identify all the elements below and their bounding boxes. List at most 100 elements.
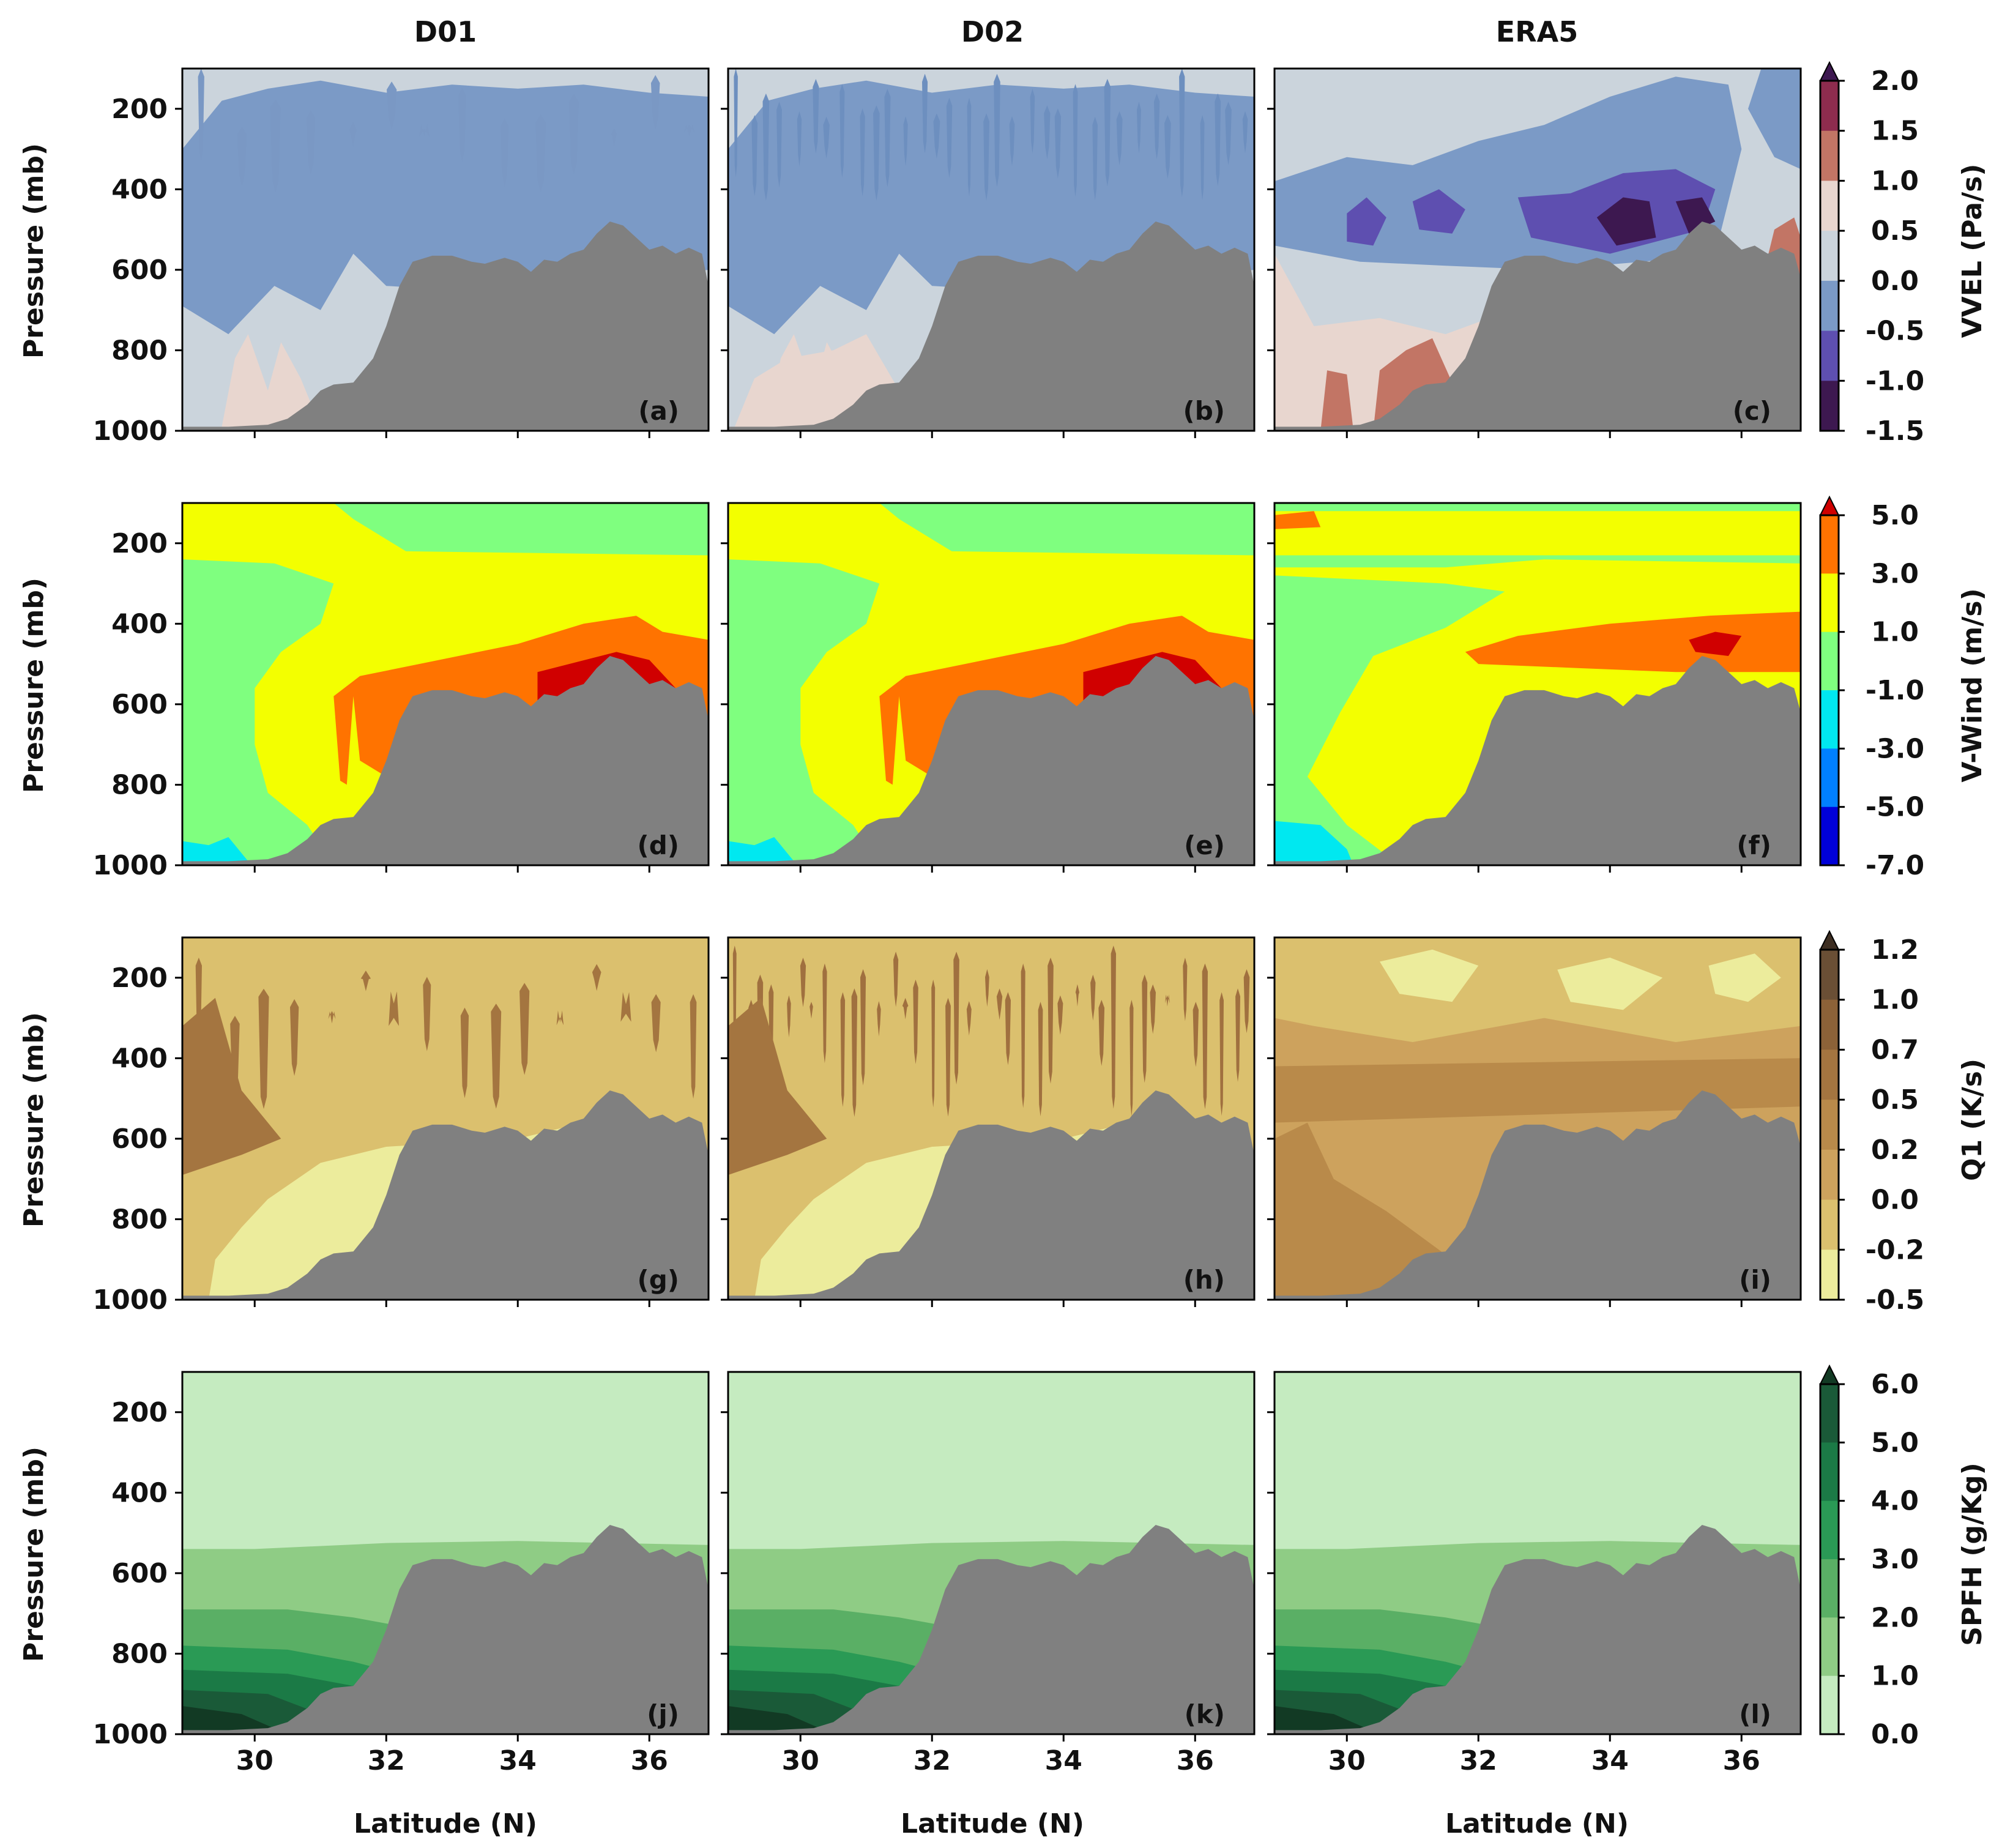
field-streak: [290, 999, 299, 1076]
xtick-label: 32: [368, 1745, 405, 1776]
field-weak-ascent: [221, 334, 321, 427]
colorbar-tick-label: 1.2: [1871, 934, 1919, 966]
field-northerly: [728, 837, 794, 865]
field-strong-descent: [1412, 189, 1465, 234]
panel-label: (k): [1185, 1699, 1225, 1729]
colorbar-segment: [1820, 1500, 1839, 1560]
field-streak: [933, 113, 940, 159]
field-northerly: [1275, 821, 1353, 865]
field-streak: [913, 979, 918, 1064]
field-streak: [306, 110, 316, 175]
field-streak: [1200, 115, 1205, 201]
colorbar-segment: [1820, 807, 1839, 866]
colorbar-extend-arrow: [1819, 61, 1840, 81]
panel-label: (l): [1739, 1699, 1771, 1729]
field-streak: [1183, 958, 1188, 1021]
column-title-d01: D01: [414, 15, 477, 48]
field-streak: [860, 108, 865, 196]
colorbar-tick-label: 0.5: [1871, 1084, 1919, 1116]
field-streak: [1005, 992, 1011, 1065]
field-streak: [684, 124, 695, 137]
xtick-label: 36: [1723, 1745, 1760, 1776]
ytick-label: 800: [111, 769, 168, 800]
colorbar-tick-label: 6.0: [1871, 1369, 1919, 1400]
colorbar-tick-label: 1.0: [1871, 165, 1919, 196]
colorbar-segment: [1820, 1384, 1839, 1443]
ylabel-row-3: Pressure (mb): [18, 1012, 50, 1228]
panel-label: (e): [1184, 830, 1225, 860]
terrain: [728, 1090, 1254, 1300]
colorbar-segment: [1820, 381, 1839, 431]
field-streak: [800, 958, 806, 1007]
xtick-label: 34: [499, 1745, 537, 1776]
ytick-label: 1000: [93, 1284, 168, 1316]
panel-d: (d): [181, 502, 710, 866]
panel-label: (h): [1183, 1265, 1225, 1295]
ytick-label: 1000: [93, 1719, 168, 1750]
field-streak: [1009, 116, 1015, 166]
field-streak: [1164, 115, 1171, 179]
ytick-label: 200: [111, 94, 168, 125]
field-streak: [1116, 111, 1123, 166]
field-streak: [787, 995, 791, 1038]
panel-k: (k): [727, 1371, 1256, 1735]
field-weak-southerly: [1275, 511, 1801, 556]
field-streak: [1150, 984, 1156, 1034]
field-streak: [1235, 988, 1240, 1082]
colorbar-segment: [1820, 748, 1839, 808]
field-streak: [1038, 1002, 1043, 1117]
xtick-label: 32: [1460, 1745, 1497, 1776]
field-streak: [1054, 108, 1062, 179]
panel-frame: [1273, 67, 1802, 432]
field-streak: [198, 69, 204, 162]
colorbar-segment: [1820, 181, 1839, 231]
field-streak: [419, 124, 430, 137]
colorbar-tick-label: -1.0: [1866, 365, 1924, 397]
ytick-label: 600: [111, 1123, 168, 1155]
terrain: [182, 222, 709, 431]
ylabel-row-2: Pressure (mb): [18, 578, 50, 793]
field-streak: [762, 93, 770, 201]
colorbar-extend-arrow: [1819, 495, 1840, 516]
field-streak: [903, 116, 908, 166]
ylabel-row-4: Pressure (mb): [18, 1447, 50, 1662]
field-streak: [458, 88, 466, 162]
field-moisture-band: [1275, 1706, 1380, 1734]
colorbar-tick-label: 2.0: [1871, 65, 1919, 97]
colorbar-frame: [1819, 948, 1840, 1301]
colorbar-tick-label: 1.0: [1871, 985, 1919, 1016]
field-cooling: [1708, 953, 1781, 1002]
field-streak: [1154, 93, 1160, 160]
panel-h: (h): [727, 936, 1256, 1301]
panel-label: (c): [1733, 396, 1771, 426]
field-streak: [884, 89, 891, 187]
field-streak: [840, 992, 846, 1107]
panel-g: (g): [181, 936, 710, 1301]
field-streak: [813, 79, 819, 154]
field-streak: [1215, 93, 1221, 186]
ytick-label: 400: [111, 1477, 168, 1508]
colorbar-tick-label: 3.0: [1871, 558, 1919, 589]
panel-label: (f): [1736, 830, 1771, 860]
colorbar-segment: [1820, 1617, 1839, 1677]
ylabel-row-1: Pressure (mb): [18, 143, 50, 359]
field-streak: [360, 971, 371, 991]
panel-frame: [727, 67, 1256, 432]
field-streak: [902, 997, 909, 1019]
panel-frame: [727, 1371, 1256, 1735]
colorbar-segment: [1820, 1049, 1839, 1100]
panel-f: (f): [1273, 502, 1802, 866]
panel-frame: [1273, 1371, 1802, 1735]
colorbar-tick-label: 0.0: [1871, 1719, 1919, 1750]
colorbar-tick-label: 0.5: [1871, 215, 1919, 247]
field-streak: [1111, 945, 1116, 1109]
colorbar-segment: [1820, 330, 1839, 381]
colorbar-segment: [1820, 130, 1839, 181]
ytick-label: 200: [111, 963, 168, 994]
terrain: [182, 656, 709, 865]
colorbar-tick-label: -0.5: [1866, 316, 1924, 347]
field-streak: [1202, 963, 1208, 1109]
field-streak: [423, 977, 431, 1051]
xtick-label: 36: [631, 1745, 668, 1776]
colorbar-tick-label: 0.0: [1871, 266, 1919, 297]
